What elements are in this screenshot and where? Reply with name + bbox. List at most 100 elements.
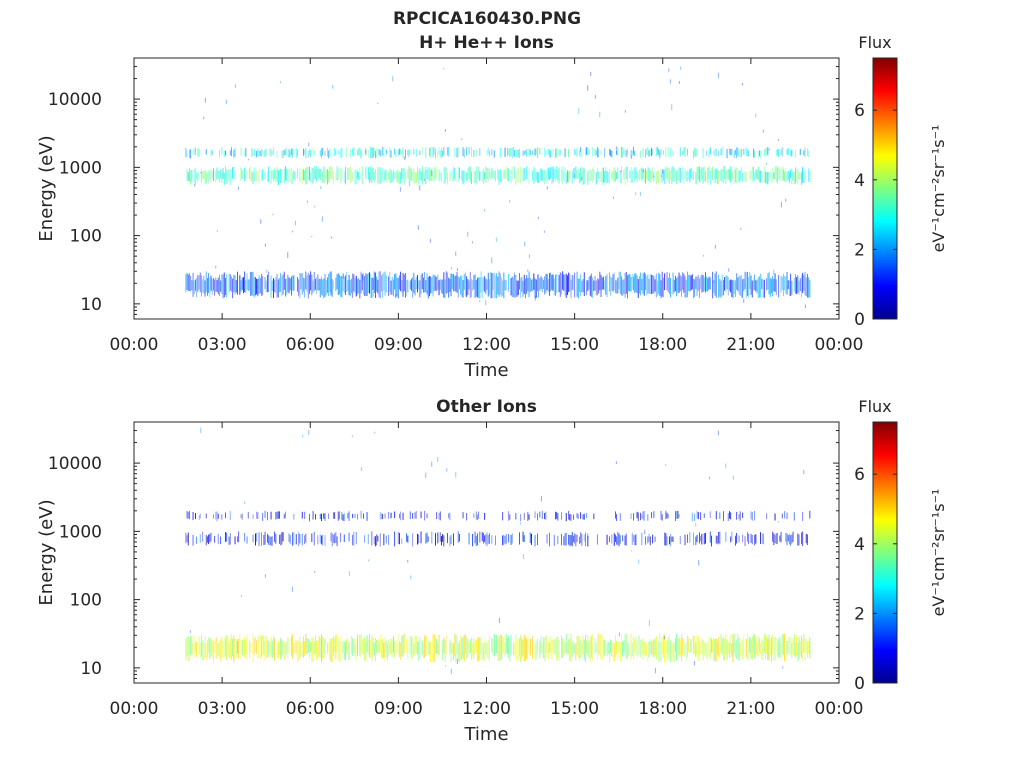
heatmap-streak — [550, 635, 552, 654]
heatmap-streak — [604, 170, 606, 183]
noise-speck — [216, 230, 218, 232]
heatmap-streak — [676, 278, 678, 297]
heatmap-streak — [739, 642, 741, 656]
heatmap-streak — [564, 274, 566, 296]
heatmap-streak — [264, 641, 266, 661]
heatmap-streak — [232, 167, 234, 179]
heatmap-streak — [190, 170, 192, 185]
heatmap-streak — [675, 275, 676, 291]
heatmap-streak — [443, 535, 445, 547]
heatmap-streak — [786, 533, 788, 546]
heatmap-streak — [553, 278, 555, 296]
heatmap-streak — [307, 272, 309, 299]
heatmap-streak — [766, 147, 768, 157]
heatmap-streak — [378, 271, 380, 298]
heatmap-streak — [789, 638, 790, 656]
heatmap-streak — [417, 275, 418, 293]
heatmap-streak — [556, 512, 558, 519]
heatmap-streak — [376, 534, 378, 546]
heatmap-streak — [220, 639, 222, 662]
noise-speck — [417, 225, 419, 230]
heatmap-streak — [429, 275, 430, 297]
heatmap-streak — [348, 167, 350, 180]
noise-speck — [377, 102, 379, 104]
heatmap-streak — [275, 276, 277, 293]
heatmap-streak — [785, 533, 787, 542]
heatmap-streak — [365, 642, 367, 662]
heatmap-streak — [757, 150, 759, 159]
heatmap-streak — [390, 150, 392, 158]
heatmap-streak — [300, 641, 302, 657]
heatmap-streak — [269, 148, 271, 156]
heatmap-streak — [360, 634, 362, 658]
heatmap-streak — [516, 280, 518, 297]
heatmap-streak — [280, 168, 282, 184]
heatmap-streak — [759, 170, 760, 183]
heatmap-streak — [738, 150, 740, 158]
heatmap-streak — [418, 170, 420, 185]
heatmap-streak — [329, 148, 331, 157]
heatmap-streak — [793, 278, 795, 292]
heatmap-streak — [259, 150, 261, 156]
heatmap-streak — [202, 171, 204, 179]
heatmap-streak — [726, 169, 728, 180]
heatmap-streak — [700, 169, 702, 183]
heatmap-streak — [547, 167, 549, 180]
noise-speck — [740, 227, 742, 230]
heatmap-streak — [403, 633, 405, 654]
noise-speck — [635, 192, 637, 196]
heatmap-streak — [497, 640, 499, 661]
heatmap-streak — [666, 640, 668, 654]
heatmap-streak — [426, 169, 428, 180]
heatmap-streak — [325, 279, 327, 296]
heatmap-streak — [663, 634, 664, 658]
heatmap-streak — [255, 533, 256, 546]
heatmap-streak — [269, 642, 271, 655]
heatmap-streak — [411, 636, 412, 658]
heatmap-streak — [342, 641, 344, 653]
heatmap-streak — [621, 166, 622, 184]
heatmap-streak — [340, 276, 342, 297]
heatmap-streak — [709, 511, 711, 518]
heatmap-streak — [677, 510, 679, 519]
heatmap-streak — [528, 271, 530, 298]
heatmap-streak — [219, 641, 220, 659]
noise-speck — [762, 129, 764, 133]
heatmap-streak — [280, 637, 282, 660]
heatmap-streak — [267, 533, 268, 543]
heatmap-streak — [261, 532, 262, 546]
heatmap-streak — [348, 642, 350, 661]
heatmap-streak — [532, 278, 534, 292]
heatmap-streak — [281, 169, 283, 183]
noise-speck — [615, 146, 617, 150]
heatmap-streak — [570, 633, 572, 662]
heatmap-streak — [251, 643, 253, 654]
heatmap-streak — [205, 271, 207, 293]
heatmap-streak — [417, 641, 418, 655]
heatmap-streak — [353, 531, 355, 547]
heatmap-streak — [569, 514, 571, 521]
heatmap-streak — [695, 276, 697, 289]
heatmap-streak — [450, 172, 452, 180]
heatmap-streak — [493, 634, 495, 657]
heatmap-streak — [547, 278, 549, 292]
heatmap-streak — [731, 169, 733, 180]
heatmap-streak — [186, 272, 188, 290]
heatmap-streak — [576, 147, 578, 157]
noise-speck — [429, 238, 431, 243]
heatmap-streak — [382, 513, 384, 520]
heatmap-streak — [228, 169, 230, 181]
heatmap-streak — [485, 642, 487, 655]
heatmap-streak — [321, 513, 322, 522]
heatmap-streak — [804, 147, 806, 158]
heatmap-streak — [454, 276, 456, 291]
heatmap-streak — [492, 273, 494, 290]
heatmap-streak — [324, 513, 326, 521]
heatmap-streak — [539, 147, 541, 155]
heatmap-streak — [676, 511, 678, 519]
noise-speck — [777, 139, 779, 142]
heatmap-streak — [309, 274, 310, 294]
heatmap-streak — [271, 640, 273, 659]
heatmap-streak — [276, 273, 278, 298]
heatmap-streak — [510, 278, 512, 296]
